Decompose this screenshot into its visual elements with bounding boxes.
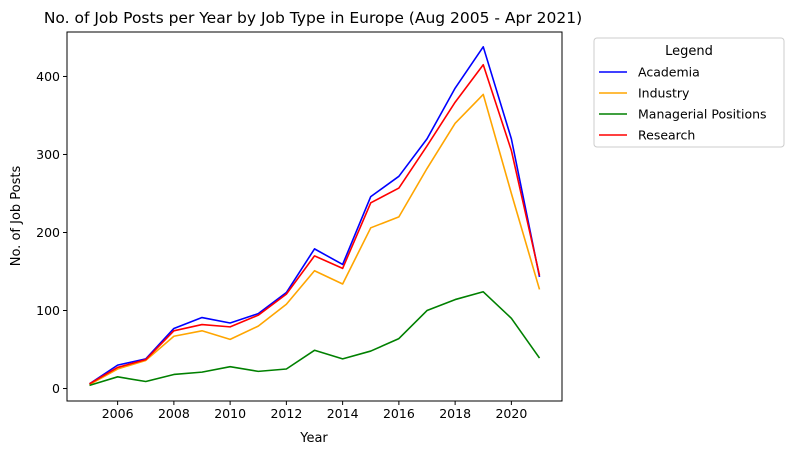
x-axis-label: Year [299, 431, 328, 446]
plot-frame [66, 31, 563, 402]
legend-title: Legend [665, 44, 713, 59]
x-tick-label: 2006 [102, 406, 134, 421]
series-line-academia [89, 46, 541, 385]
legend-box [593, 37, 785, 148]
series-lines [89, 46, 541, 387]
legend-label: Industry [638, 86, 690, 101]
legend-items: Academia Industry Managerial Positions Rese… [599, 65, 767, 143]
series-line-industry [89, 93, 541, 386]
y-tick-label: 0 [52, 381, 60, 396]
y-tick-label: 200 [36, 225, 60, 240]
x-tick-label: 2008 [158, 406, 190, 421]
x-tick-label: 2016 [383, 406, 415, 421]
x-tick-label: 2018 [439, 406, 471, 421]
y-tick-label: 300 [36, 147, 60, 162]
legend-label: Research [638, 128, 695, 143]
legend-label: Academia [638, 65, 700, 80]
chart-title: No. of Job Posts per Year by Job Type in… [44, 9, 582, 27]
series-line-research [89, 63, 541, 385]
x-tick-label: 2010 [214, 406, 246, 421]
x-tick-label: 2012 [270, 406, 302, 421]
x-axis: 2006 2008 2010 2012 2014 2016 2018 2020 [102, 401, 527, 421]
y-tick-label: 100 [36, 303, 60, 318]
series-line-managerial-positions [89, 290, 541, 387]
y-axis: 0 100 200 300 400 [36, 69, 67, 396]
plot-area: 2006 2008 2010 2012 2014 2016 2018 2020 0 100 200… [36, 31, 563, 421]
legend: Legend Academia Industry Managerial Positi… [593, 37, 785, 148]
legend-label: Managerial Positions [638, 107, 767, 122]
y-axis-label: No. of Job Posts [9, 166, 24, 267]
y-tick-label: 400 [36, 69, 60, 84]
x-tick-label: 2020 [495, 406, 527, 421]
x-tick-label: 2014 [327, 406, 359, 421]
